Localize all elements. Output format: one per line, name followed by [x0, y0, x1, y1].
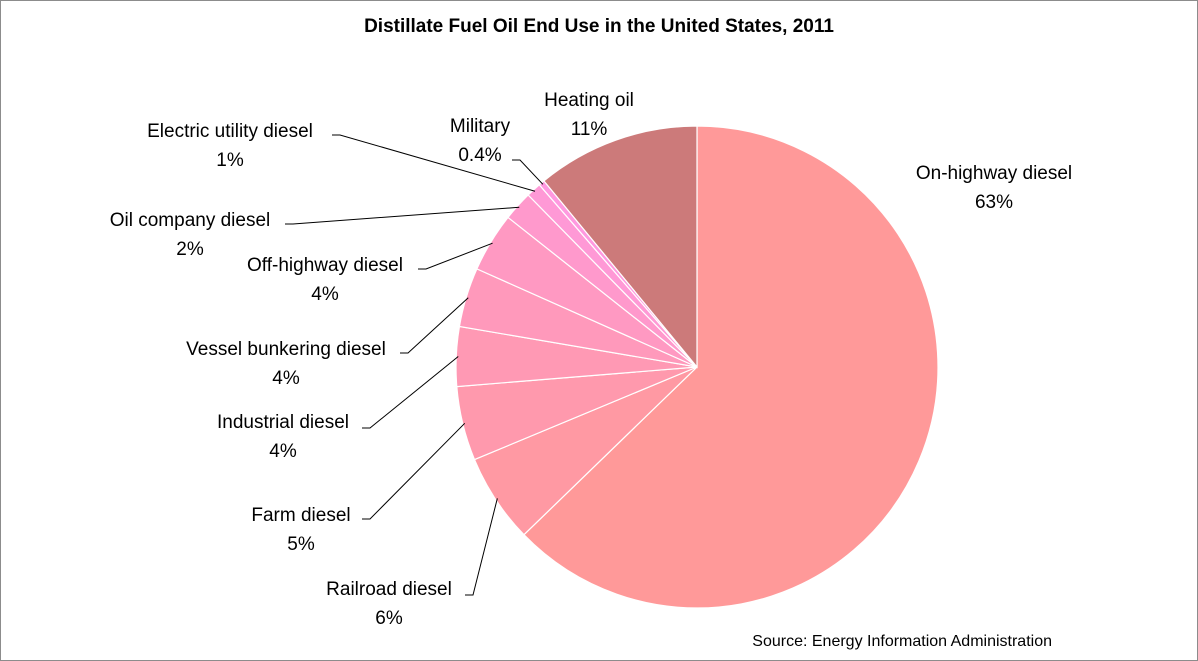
- slice-category-label: Military: [450, 116, 511, 137]
- slice-category-label: On-highway diesel: [916, 163, 1072, 184]
- pie-slices: [455, 125, 939, 609]
- slice-value-label: 4%: [272, 368, 300, 389]
- slice-category-label: Railroad diesel: [326, 579, 452, 600]
- leader-line: [362, 422, 466, 520]
- slice-category-label: Farm diesel: [251, 505, 350, 526]
- leader-line: [512, 159, 544, 185]
- pie-slice-heating-oil: [543, 125, 698, 369]
- pie-slice-on-highway-diesel: [523, 125, 939, 609]
- slice-category-label: Vessel bunkering diesel: [186, 339, 386, 360]
- leader-line: [362, 356, 459, 429]
- source-note: Source: Energy Information Administratio…: [752, 633, 1052, 650]
- chart-title: Distillate Fuel Oil End Use in the Unite…: [364, 16, 834, 37]
- leader-line: [332, 134, 536, 192]
- leader-line: [465, 498, 498, 596]
- slice-value-label: 6%: [375, 608, 403, 629]
- slice-value-label: 5%: [287, 534, 315, 555]
- leader-line: [400, 297, 469, 354]
- slice-value-label: 4%: [311, 284, 339, 305]
- slice-value-label: 0.4%: [458, 145, 501, 166]
- slice-category-label: Heating oil: [544, 90, 634, 111]
- leader-lines: [285, 134, 544, 596]
- leader-line: [285, 206, 520, 225]
- slice-category-label: Electric utility diesel: [147, 121, 313, 142]
- leader-line: [418, 242, 493, 270]
- slice-value-label: 4%: [269, 441, 297, 462]
- slice-value-label: 2%: [176, 239, 204, 260]
- slice-category-label: Oil company diesel: [110, 210, 271, 231]
- slice-value-label: 1%: [216, 150, 244, 171]
- slice-value-label: 63%: [975, 192, 1013, 213]
- slice-labels: On-highway diesel 63% Railroad diesel 6% Far…: [110, 90, 1072, 629]
- slice-category-label: Industrial diesel: [217, 412, 349, 433]
- slice-value-label: 11%: [571, 119, 608, 140]
- slice-category-label: Off-highway diesel: [247, 255, 403, 276]
